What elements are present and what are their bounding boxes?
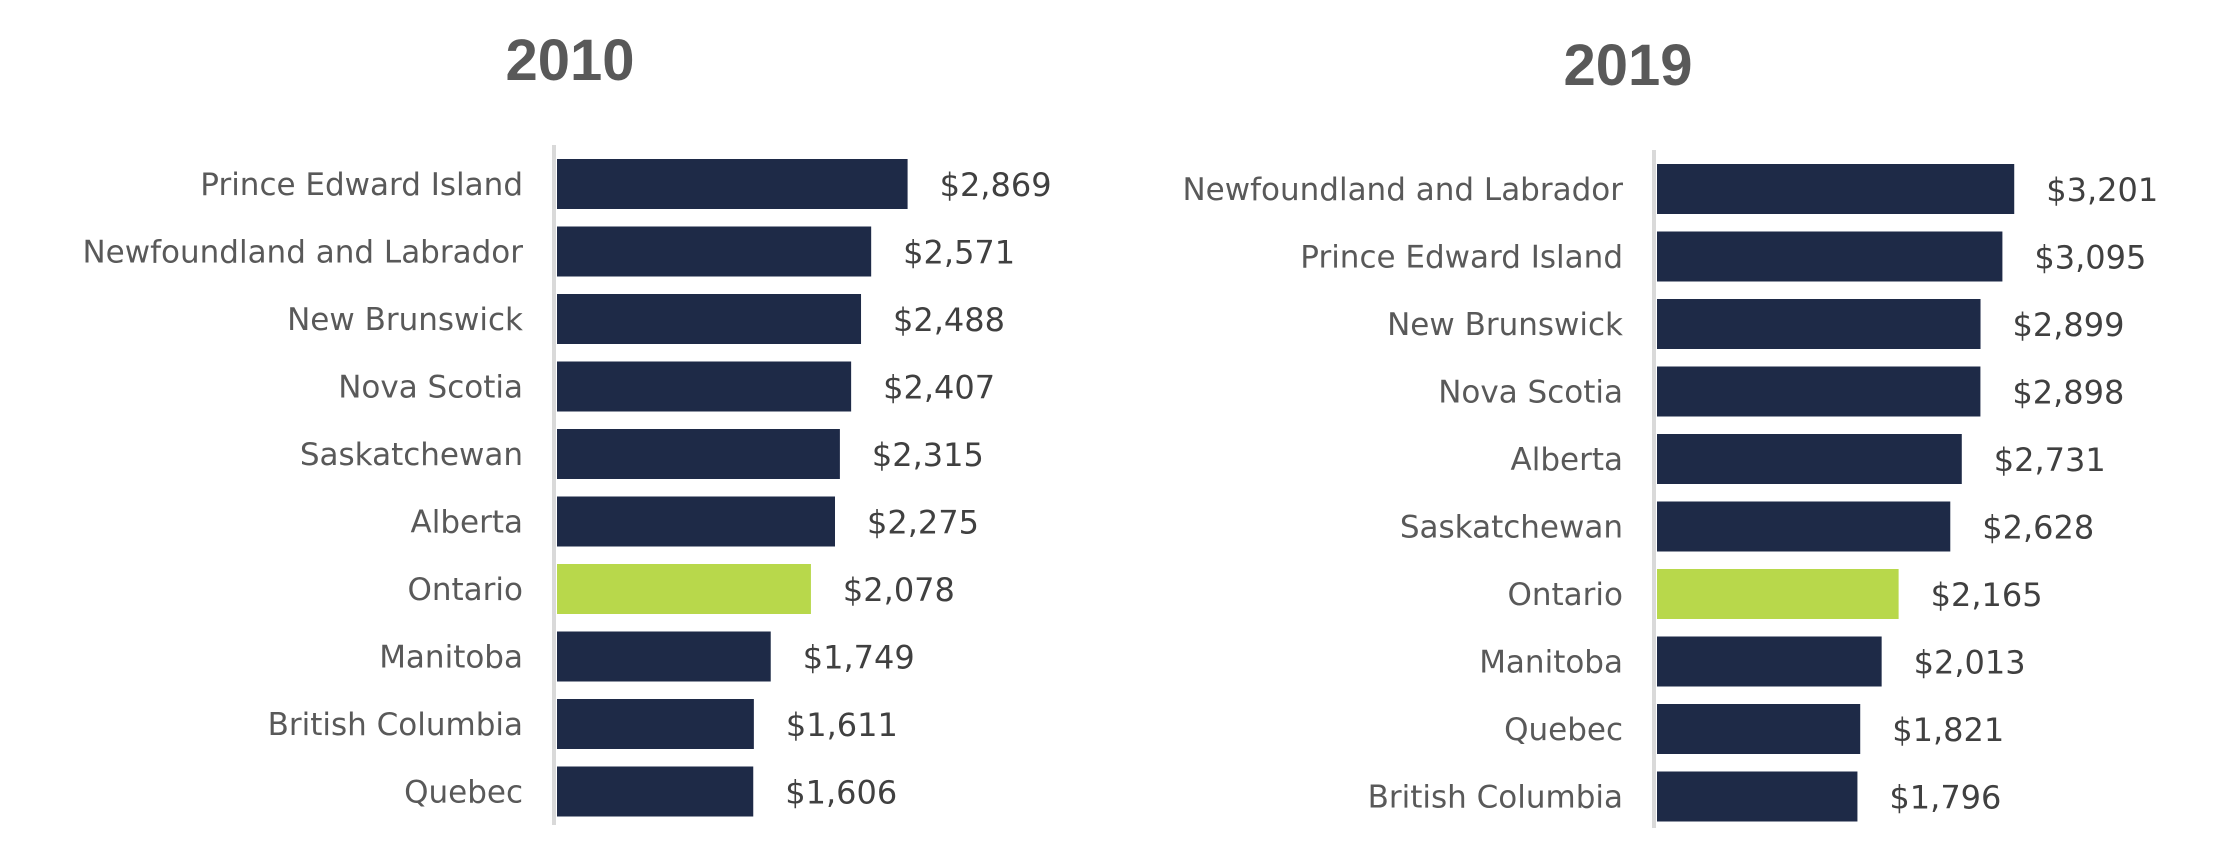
bar-newfoundland-and-labrador [1657, 164, 2015, 214]
bar-new-brunswick [557, 294, 862, 344]
category-label-new-brunswick: New Brunswick [1387, 307, 1623, 343]
bar-saskatchewan [1657, 501, 1951, 552]
chart-title: 2019 [1563, 33, 1692, 98]
value-label-new-brunswick: $2,899 [2013, 306, 2125, 344]
value-label-prince-edward-island: $2,869 [940, 166, 1052, 204]
bar-newfoundland-and-labrador [557, 226, 872, 277]
bar-ontario [557, 564, 811, 614]
bar-alberta [557, 496, 836, 547]
value-label-newfoundland-and-labrador: $2,571 [903, 234, 1015, 272]
bar-prince-edward-island [557, 159, 908, 209]
bar-british-columbia [1657, 771, 1858, 822]
value-label-prince-edward-island: $3,095 [2034, 239, 2146, 277]
value-label-british-columbia: $1,796 [1889, 779, 2001, 817]
value-label-saskatchewan: $2,315 [872, 436, 984, 474]
category-label-prince-edward-island: Prince Edward Island [200, 167, 523, 203]
category-label-alberta: Alberta [1511, 442, 1623, 478]
bar-british-columbia [557, 699, 754, 749]
bar-saskatchewan [557, 429, 840, 479]
bar-manitoba [1657, 636, 1882, 687]
category-label-prince-edward-island: Prince Edward Island [1300, 240, 1623, 276]
value-label-newfoundland-and-labrador: $3,201 [2046, 171, 2158, 209]
category-label-british-columbia: British Columbia [268, 707, 523, 743]
category-label-newfoundland-and-labrador: Newfoundland and Labrador [1182, 172, 1623, 208]
value-label-nova-scotia: $2,898 [2012, 374, 2124, 412]
chart-2019: 2019 Newfoundland and Labrador $3,201 Princ… [1182, 33, 2158, 828]
category-label-british-columbia: British Columbia [1368, 780, 1623, 816]
category-label-manitoba: Manitoba [379, 640, 523, 676]
value-label-alberta: $2,731 [1994, 441, 2106, 479]
category-label-ontario: Ontario [1507, 577, 1623, 613]
category-label-saskatchewan: Saskatchewan [1400, 510, 1623, 546]
category-label-manitoba: Manitoba [1479, 645, 1623, 681]
bar-prince-edward-island [1657, 231, 2003, 282]
category-label-ontario: Ontario [407, 572, 523, 608]
bar-quebec [1657, 704, 1861, 754]
value-label-alberta: $2,275 [867, 504, 979, 542]
category-label-new-brunswick: New Brunswick [287, 302, 523, 338]
value-label-ontario: $2,078 [843, 571, 955, 609]
value-label-quebec: $1,821 [1892, 711, 2004, 749]
value-label-british-columbia: $1,611 [786, 706, 898, 744]
bar-nova-scotia [1657, 366, 1981, 417]
value-label-nova-scotia: $2,407 [883, 369, 995, 407]
value-label-manitoba: $1,749 [803, 639, 915, 677]
value-label-manitoba: $2,013 [1914, 644, 2026, 682]
value-label-quebec: $1,606 [785, 774, 897, 812]
value-label-new-brunswick: $2,488 [893, 301, 1005, 339]
bar-new-brunswick [1657, 299, 1981, 349]
value-label-ontario: $2,165 [1931, 576, 2043, 614]
value-label-saskatchewan: $2,628 [1982, 509, 2094, 547]
chart-2010: 2010 Prince Edward Island $2,869 Newfoundla… [82, 28, 1052, 825]
category-label-quebec: Quebec [1504, 712, 1623, 748]
category-label-saskatchewan: Saskatchewan [300, 437, 523, 473]
category-label-quebec: Quebec [404, 775, 523, 811]
category-label-nova-scotia: Nova Scotia [1438, 375, 1623, 411]
chart-title: 2010 [505, 28, 634, 93]
bar-alberta [1657, 434, 1962, 484]
bar-ontario [1657, 569, 1899, 619]
category-label-newfoundland-and-labrador: Newfoundland and Labrador [82, 235, 523, 271]
category-label-nova-scotia: Nova Scotia [338, 370, 523, 406]
bar-manitoba [557, 631, 771, 682]
bar-quebec [557, 766, 754, 817]
category-label-alberta: Alberta [411, 505, 523, 541]
bar-nova-scotia [557, 361, 852, 412]
